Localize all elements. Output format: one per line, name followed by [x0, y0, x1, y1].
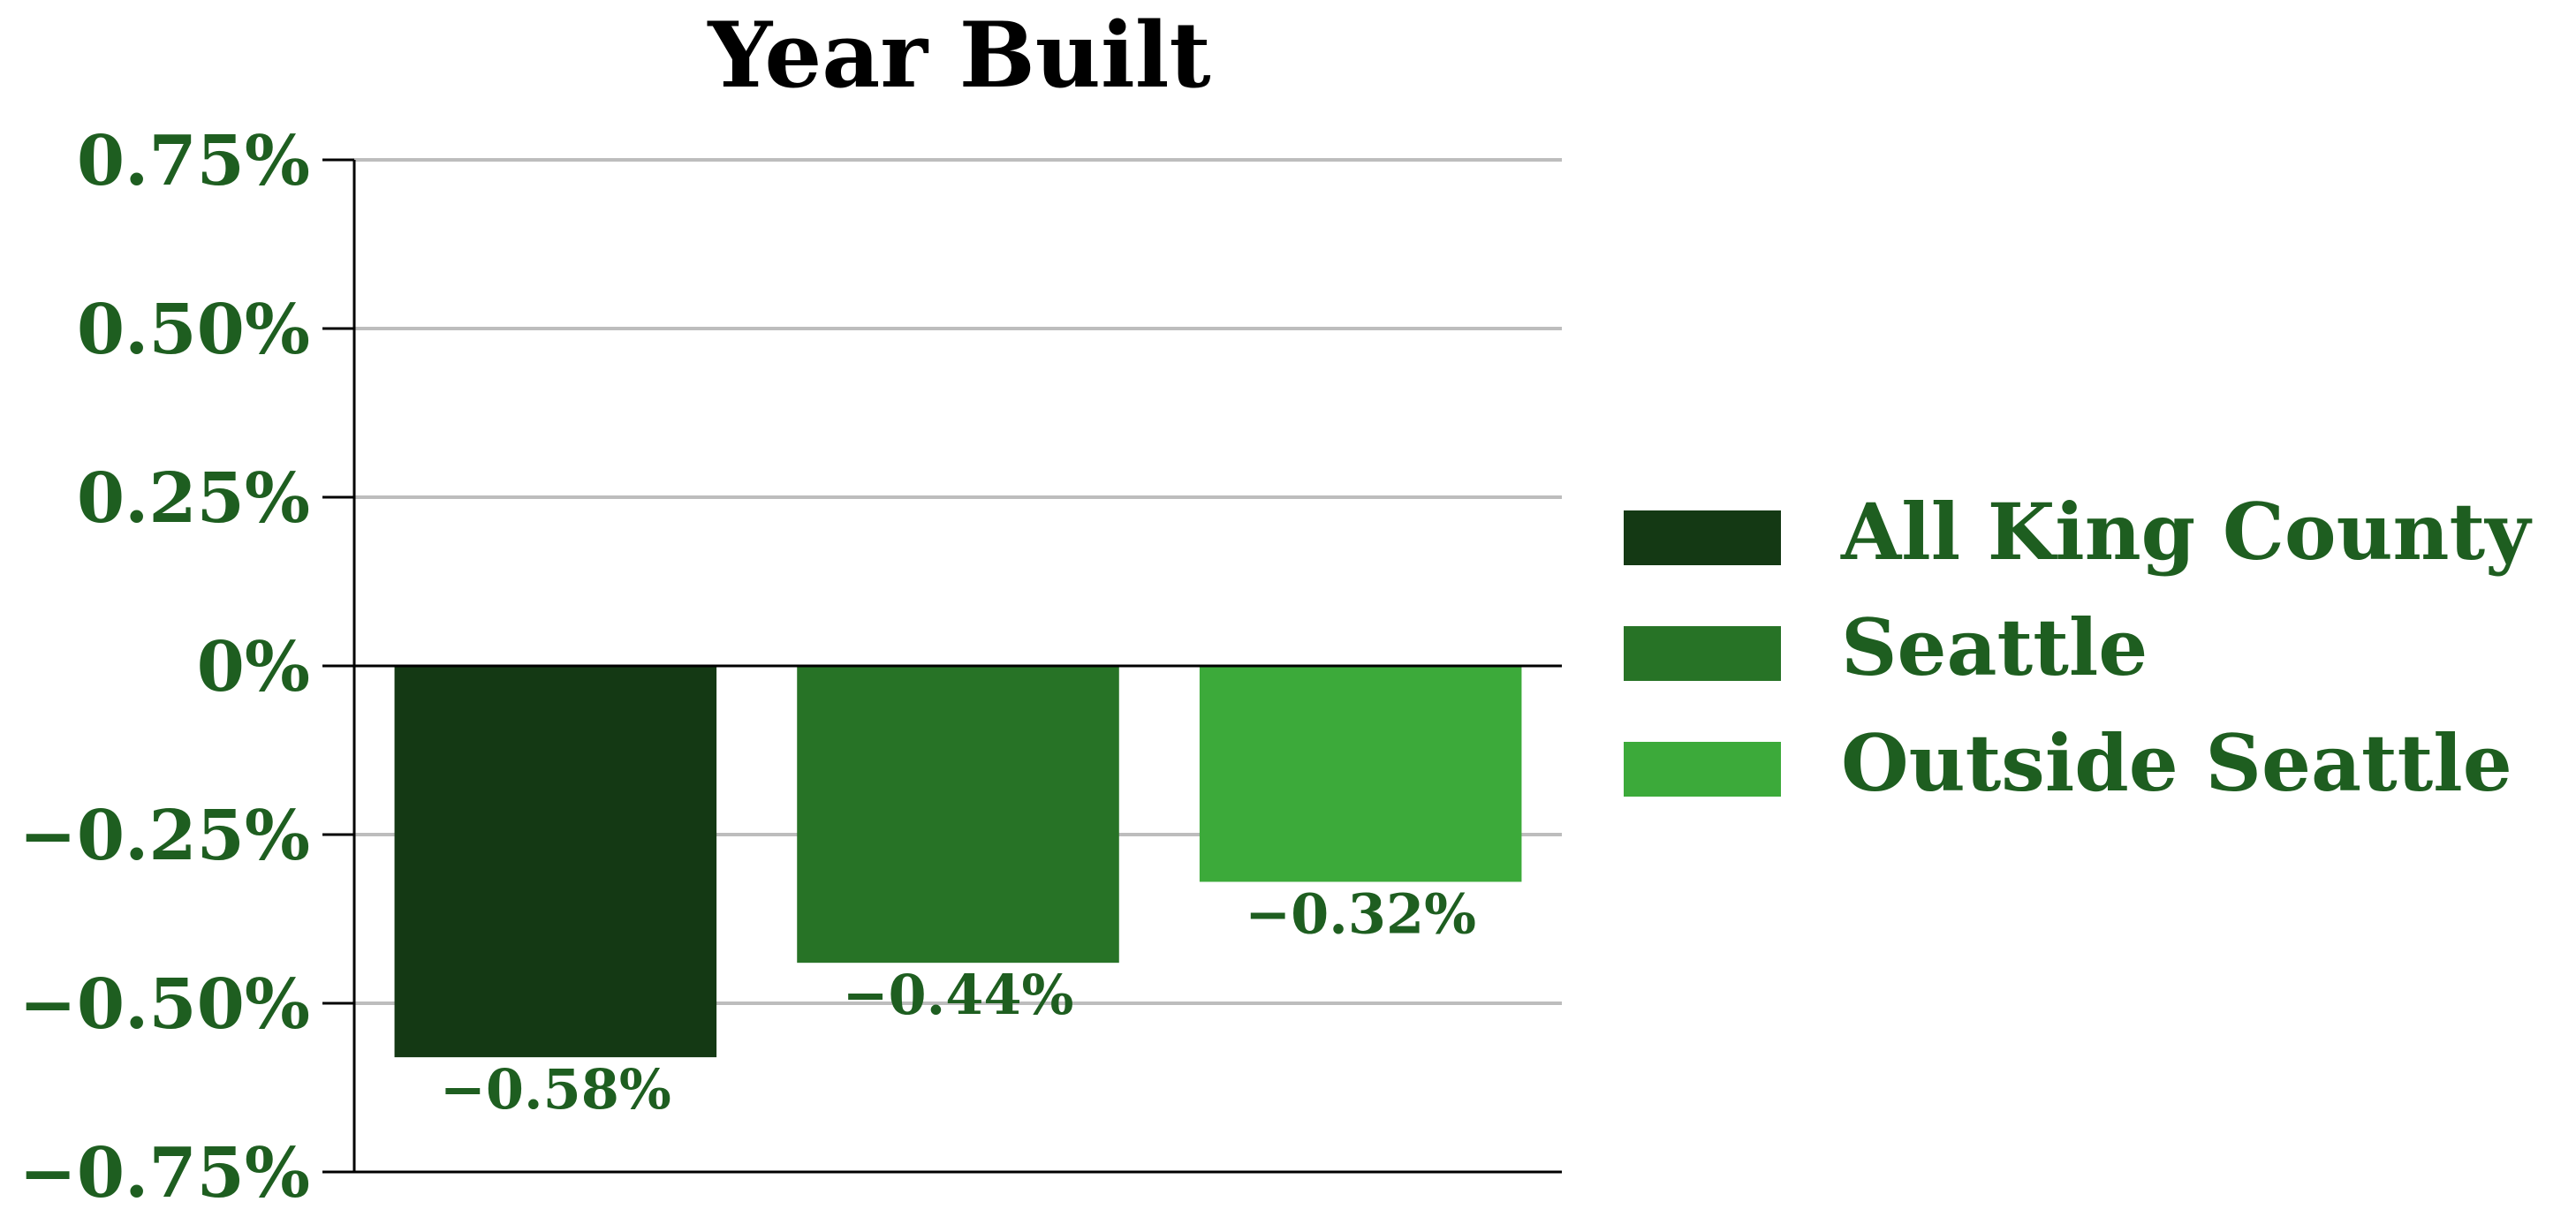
legend: All King County Seattle Outside Seattle: [1624, 486, 2533, 809]
y-tick-label: 0.50%: [77, 290, 310, 370]
legend-label: Outside Seattle: [1841, 717, 2512, 809]
legend-label: Seattle: [1841, 601, 2148, 693]
legend-swatch: [1624, 742, 1781, 797]
y-tick-label: −0.50%: [19, 964, 310, 1045]
bar-value-label: −0.32%: [1245, 881, 1476, 946]
bar-value-label: −0.44%: [843, 963, 1074, 1027]
y-tick-label: 0%: [197, 627, 310, 707]
chart-title: Year Built: [707, 3, 1210, 109]
bar: [797, 666, 1119, 964]
y-tick-label: 0.75%: [77, 121, 310, 201]
bars: [394, 666, 1522, 1058]
bar-value-label: −0.58%: [440, 1057, 671, 1122]
bar: [1199, 666, 1522, 882]
y-tick-label: −0.75%: [19, 1133, 310, 1213]
legend-swatch: [1624, 510, 1781, 565]
legend-label: All King County: [1840, 486, 2533, 578]
bar: [394, 666, 717, 1058]
y-tick-label: 0.25%: [77, 458, 310, 539]
y-axis-ticks: 0.75% 0.50% 0.25% 0% −0.25% −0.50% −0.75%: [19, 121, 354, 1213]
bar-value-labels: −0.58% −0.44% −0.32%: [440, 881, 1476, 1122]
legend-swatch: [1624, 626, 1781, 681]
y-tick-label: −0.25%: [19, 796, 310, 876]
